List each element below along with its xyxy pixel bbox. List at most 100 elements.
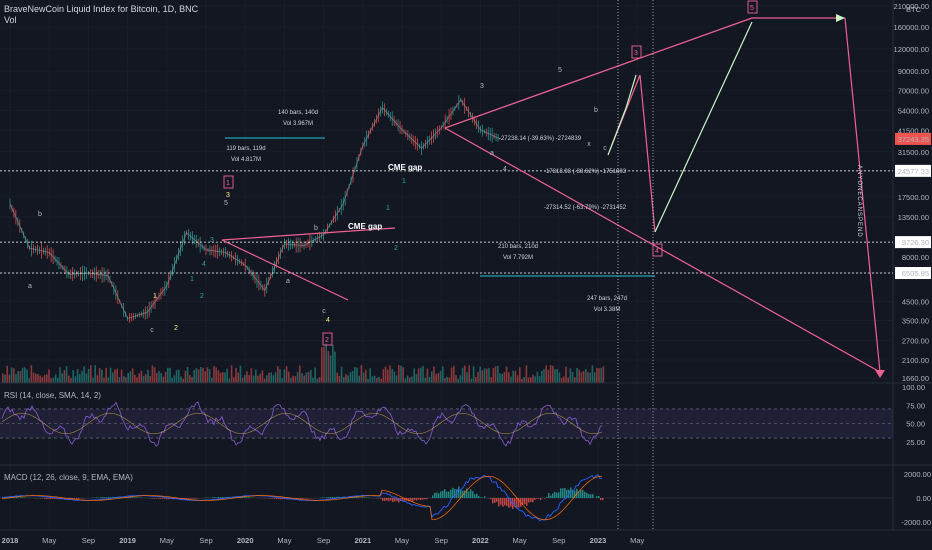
volume-bar (197, 369, 200, 383)
macd-histogram-bar (472, 491, 474, 498)
volume-bar (244, 374, 246, 383)
volume-bar (211, 377, 213, 383)
volume-bar (74, 376, 77, 383)
macd-histogram-bar (546, 496, 548, 498)
volume-bar (68, 375, 70, 383)
macd-tick-label: 2000.00 (904, 470, 931, 479)
rsi-tick-label: 25.00 (906, 438, 925, 447)
volume-bar (149, 375, 151, 383)
volume-bar (314, 367, 316, 383)
volume-bar (191, 377, 193, 383)
volume-bar (90, 365, 92, 383)
volume-bar (593, 372, 596, 383)
volume-bar (598, 368, 600, 383)
macd-histogram-bar (444, 489, 446, 498)
volume-bar (156, 373, 158, 383)
volume-bar (477, 371, 479, 383)
volume-bar (466, 372, 468, 383)
volume-bar (389, 365, 391, 383)
level-tag (895, 267, 931, 280)
volume-bar (547, 369, 550, 383)
volume-bar (567, 377, 569, 383)
volume-bar (468, 365, 470, 383)
macd-line (1, 474, 603, 522)
volume-bar (259, 373, 261, 383)
macd-histogram-bar (282, 498, 284, 500)
volume-bar (387, 369, 389, 383)
macd-histogram-bar (508, 498, 510, 508)
volume-bar (508, 372, 510, 383)
volume-bar (426, 368, 429, 383)
macd-histogram-bar (536, 498, 538, 499)
macd-histogram-bar (498, 498, 500, 507)
macd-histogram-bar (336, 496, 338, 498)
volume-bar (380, 378, 382, 383)
macd-histogram-bar (572, 489, 574, 498)
wave-number: 2 (325, 337, 329, 344)
wave-letter: a (28, 283, 32, 290)
volume-bar (521, 378, 523, 383)
volume-bar (226, 368, 228, 383)
macd-histogram-bar (526, 498, 528, 506)
price-tick-label: 120000.00 (894, 45, 929, 54)
volume-bar (70, 378, 72, 383)
macd-histogram-bar (524, 498, 526, 505)
measure-vol-label: Vol 7.792M (503, 255, 533, 261)
volume-bar (378, 376, 380, 383)
time-tick-label: Sep (82, 536, 95, 545)
macd-histogram-bar (70, 498, 72, 499)
price-series (9, 95, 501, 323)
macd-histogram-bar (224, 497, 226, 498)
macd-histogram-bar (334, 497, 336, 498)
macd-histogram-bar (330, 497, 332, 498)
volume-bar (400, 365, 402, 383)
volume-bar (222, 372, 224, 383)
macd-histogram-bar (276, 498, 278, 499)
macd-histogram-bar (222, 496, 224, 498)
volume-bar (43, 375, 46, 383)
volume-bar (83, 366, 85, 383)
volume-bar (305, 372, 308, 383)
volume-bar (327, 350, 330, 383)
volume-bar (402, 367, 404, 383)
macd-histogram-bar (538, 498, 540, 499)
wave-number: 5 (750, 5, 754, 12)
volume-bar (420, 367, 422, 383)
volume-bar (37, 373, 39, 383)
time-tick-label: Sep (552, 536, 565, 545)
volume-bar (250, 368, 253, 383)
wave-number: 1 (226, 180, 230, 187)
volume-bar (549, 365, 552, 383)
volume-bar (536, 371, 539, 383)
volume-bar (193, 370, 195, 383)
volume-bar (457, 378, 459, 383)
macd-histogram-bar (242, 497, 244, 498)
volume-bar (413, 368, 415, 383)
macd-histogram-bar (492, 498, 494, 504)
volume-bar (486, 368, 488, 383)
macd-histogram-bar (248, 497, 250, 498)
macd-histogram-bar (424, 498, 426, 500)
volume-bar (367, 378, 369, 383)
volume-bar (186, 366, 189, 383)
time-tick-label: May (277, 536, 291, 545)
current-price-tag (895, 132, 931, 145)
macd-histogram-bar (398, 498, 400, 503)
macd-histogram-bar (278, 498, 280, 500)
macd-histogram-bar (574, 490, 576, 498)
volume-bar (431, 371, 433, 383)
volume-bar (24, 367, 26, 383)
rsi-tick-label: 50.00 (906, 420, 925, 429)
macd-histogram-bar (522, 498, 524, 505)
macd-histogram-bar (570, 487, 572, 498)
volume-bar (4, 374, 6, 383)
volume-bars (2, 343, 605, 383)
volume-bar (360, 365, 363, 383)
volume-bar (514, 370, 517, 383)
macd-histogram-bar (162, 498, 164, 499)
volume-bar (204, 371, 206, 383)
cme-gap-label: CME gap (348, 222, 382, 231)
volume-bar (257, 375, 259, 383)
volume-bar (127, 372, 129, 383)
